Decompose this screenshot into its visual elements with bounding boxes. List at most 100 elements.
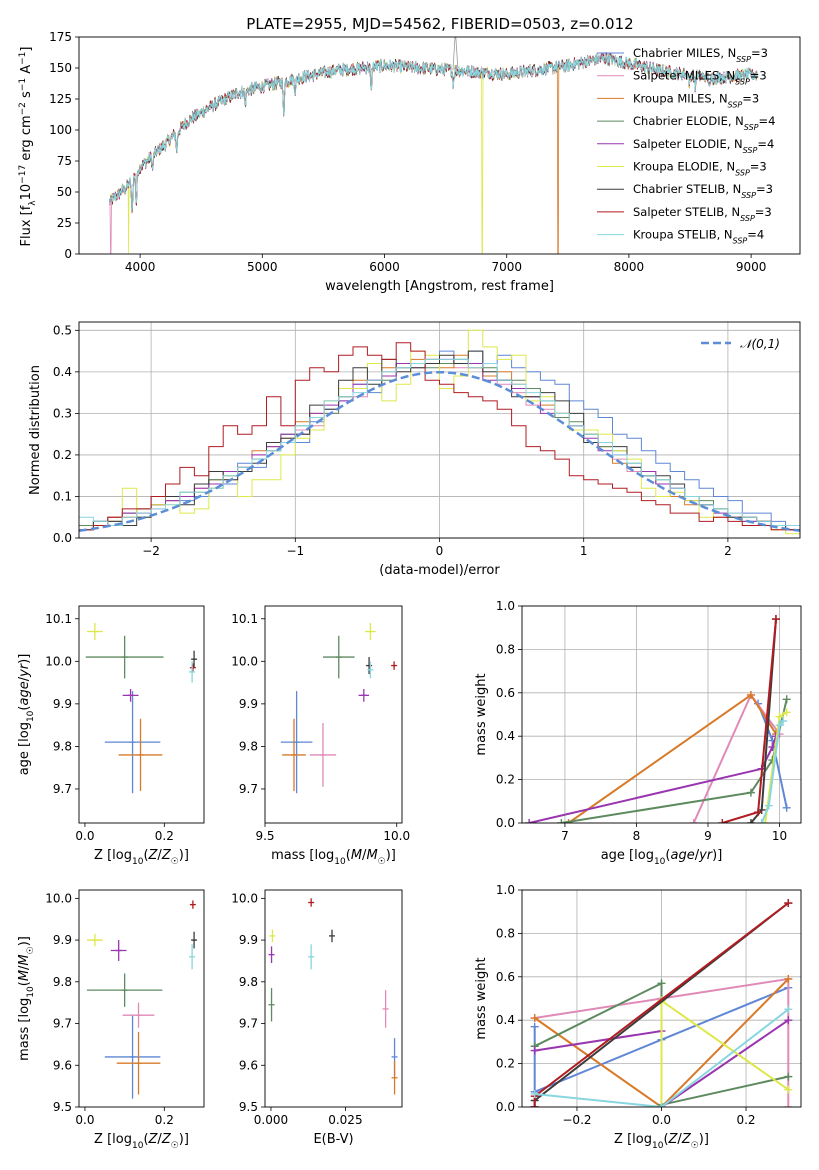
spectrum-x-label: wavelength [Angstrom, rest frame] [325, 279, 554, 294]
age_vs_z-x-label: Z [log10(Z/Z☉)] [94, 848, 189, 867]
error-point-7 [308, 898, 315, 907]
x-label-part: ☉ [171, 1141, 179, 1151]
x-label-part: wavelength [Angstrom, rest frame] [325, 279, 554, 294]
error-point-1 [118, 718, 163, 792]
weight-marker [784, 1085, 793, 1094]
y-label-part: age [17, 681, 32, 705]
weight-marker [530, 1103, 539, 1107]
y-label-part: ( [17, 981, 32, 986]
legend-label-main: Chabrier ELODIE, N [633, 114, 744, 128]
x-label-part: )] [386, 848, 396, 863]
legend-label-sub: SSP [741, 191, 756, 200]
y-label-part: λ [28, 200, 38, 206]
y-tick-label: 10.1 [231, 612, 258, 626]
x-tick-label: 4000 [125, 260, 156, 274]
x-label-part: ( [346, 848, 351, 863]
x-tick-label: −1 [286, 544, 304, 558]
x-tick-label: 9 [704, 829, 712, 843]
y-tick-label: 150 [49, 61, 72, 75]
histogram-6 [79, 350, 800, 531]
plot-area-spectrum [109, 37, 758, 254]
weight-marker [782, 695, 791, 704]
weight-marker [784, 1005, 793, 1014]
x-label-part: )] [179, 1132, 189, 1147]
x-label-part: )] [179, 848, 189, 863]
x-label-part: E(B-V) [313, 1132, 353, 1147]
weight-marker [557, 819, 566, 823]
axes-frame [78, 889, 205, 1108]
y-tick-label: 10.0 [45, 654, 72, 668]
y-tick-label: 0.4 [53, 365, 72, 379]
error-point-8 [367, 661, 374, 679]
weight-marker [530, 1022, 539, 1031]
weight-marker [718, 819, 727, 823]
y-label-part: ( [17, 706, 32, 711]
y-tick-label: 0.2 [496, 773, 515, 787]
x-tick-label: 6000 [369, 260, 400, 274]
x-label-part: / [157, 1132, 162, 1147]
y-label-part: Flux [f [19, 205, 34, 246]
weight-marker [771, 615, 780, 624]
plot-area-residuals [79, 329, 800, 535]
y-label-part: age [log [17, 722, 32, 775]
error-point-4 [86, 623, 103, 641]
x-tick-label: −2 [142, 544, 160, 558]
legend-label-tail: =3 [756, 182, 773, 196]
weight-marker [775, 721, 784, 730]
axes-frame [521, 605, 802, 824]
error-point-1 [122, 1002, 155, 1028]
axes-frame [78, 605, 205, 824]
plot-area-age_vs_z [85, 623, 198, 794]
legend-label-main: Chabrier MILES, N [633, 46, 736, 60]
legend-label-6: Chabrier STELIB, NSSP=3 [633, 182, 773, 200]
spectrum-line-1 [109, 52, 758, 254]
weight-marker [757, 819, 766, 823]
legend-label-tail: =3 [755, 205, 772, 219]
weight-marker [689, 819, 698, 823]
x-label-part: age [670, 848, 694, 863]
y-tick-label: 1.0 [496, 599, 515, 613]
x-label-part: (data-model)/error [379, 563, 500, 578]
y-tick-label: 0 [64, 247, 72, 261]
y-tick-label: 9.8 [239, 739, 258, 753]
y-tick-label: 9.9 [53, 933, 72, 947]
weight-marker [530, 1014, 539, 1023]
y-tick-label: 0.4 [496, 1013, 515, 1027]
panel-mass_vs_ebv: 0.000 0.025 9.5 9.6 9.7 9.8 9.9 10.0 E(B-V) [231, 889, 403, 1147]
legend-label-main: Chabrier STELIB, N [633, 182, 741, 196]
error-point-3 [322, 635, 355, 679]
x-tick-label: 7 [561, 829, 569, 843]
y-tick-label: 0.1 [53, 489, 72, 503]
x-tick-label: −0.2 [562, 1113, 591, 1127]
weight-marker [525, 819, 534, 823]
y-tick-label: 0.2 [496, 1057, 515, 1071]
y-label-part: yr [17, 662, 32, 678]
legend-label-tail: =3 [750, 69, 767, 83]
y-tick-label: 100 [49, 123, 72, 137]
x-label-part: M [366, 848, 377, 863]
y-tick-label: 9.9 [239, 697, 258, 711]
y-tick-label: 10.0 [45, 891, 72, 905]
x-label-part: 10 [334, 857, 346, 867]
error-point-3 [122, 688, 139, 702]
error-point-0 [104, 1015, 161, 1099]
x-tick-label: 0 [436, 544, 444, 558]
y-tick-label: 0.6 [496, 970, 515, 984]
x-label-part: Z [148, 848, 159, 863]
legend-label-main: Salpeter STELIB, N [633, 205, 740, 219]
y-label-part: 10 [26, 986, 36, 998]
legend-label-sub: SSP [740, 213, 755, 222]
spectrum-line-8 [109, 53, 758, 211]
y-tick-label: 10.0 [231, 654, 258, 668]
axes-frame [264, 889, 403, 1108]
weight-marker [657, 1103, 666, 1107]
legend-label-sub: SSP [733, 236, 748, 245]
y-label-part: s [19, 91, 34, 102]
x-label-part: Z [148, 1132, 159, 1147]
y-label-part: mass weight [474, 673, 489, 755]
y-tick-label: 0.5 [53, 323, 72, 337]
y-tick-label: 9.8 [53, 739, 72, 753]
x-label-part: )] [699, 1132, 709, 1147]
weight-marker [746, 788, 755, 797]
y-tick-label: 0.8 [496, 926, 515, 940]
